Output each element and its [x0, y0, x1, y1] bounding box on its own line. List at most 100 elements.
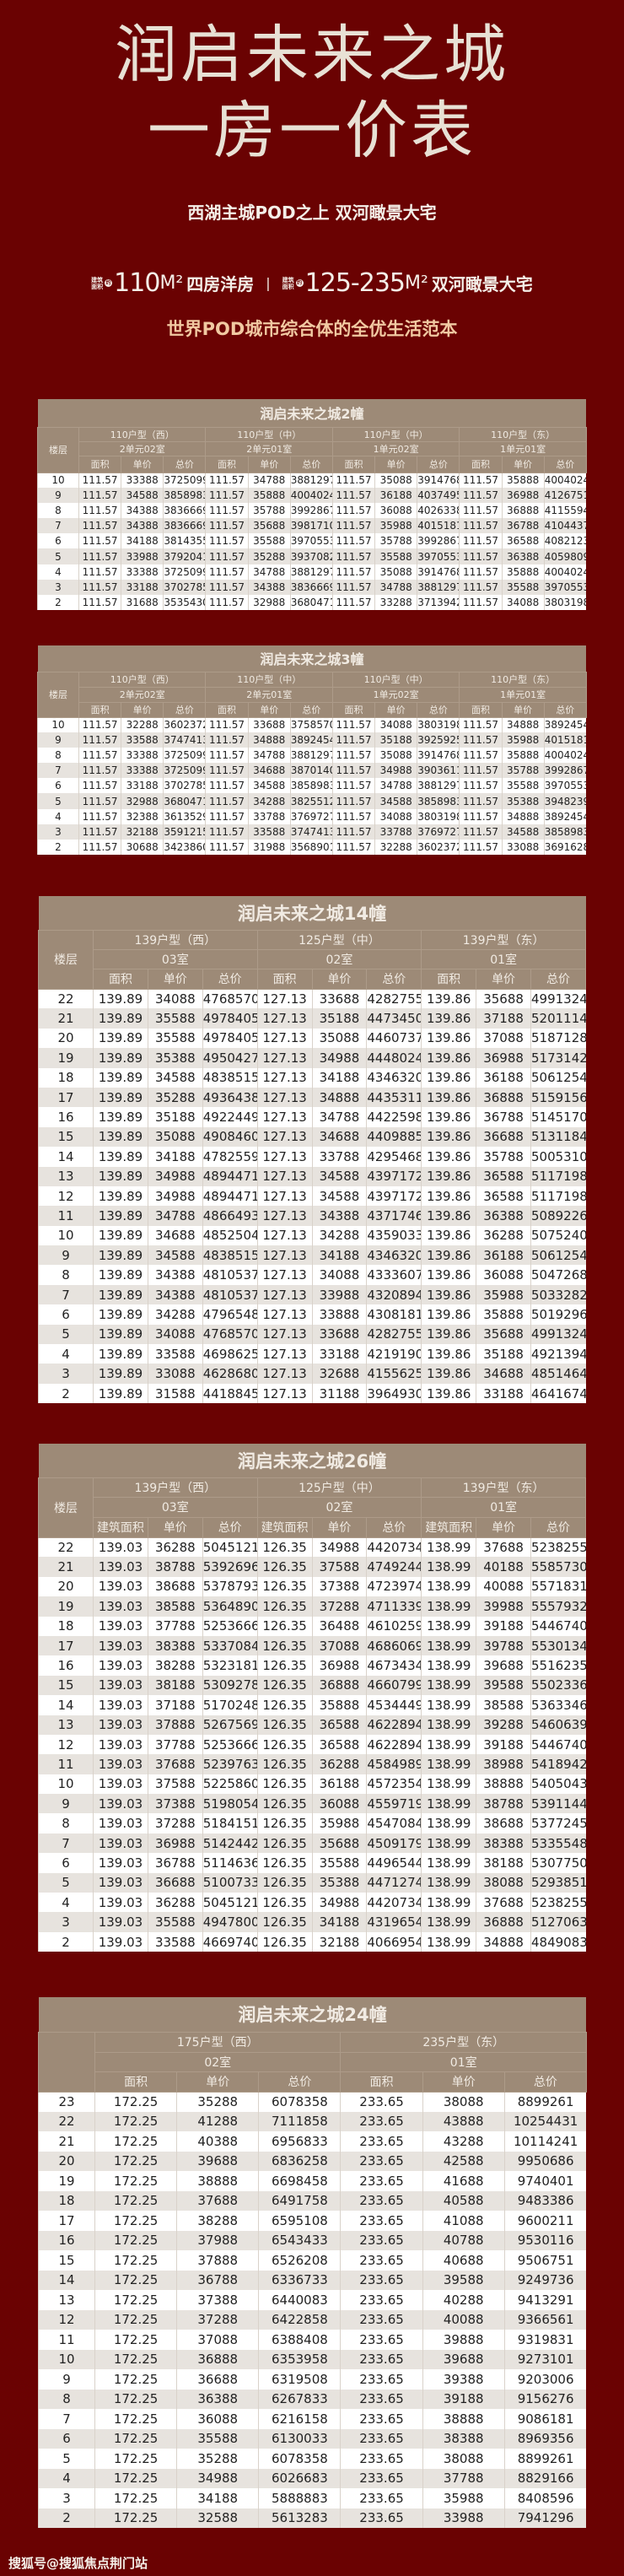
unit-price-cell: 33888 [311, 1304, 367, 1325]
unit-price-cell: 35888 [501, 473, 545, 489]
total-price-cell: 4723974 [366, 1576, 422, 1597]
table-row: 17 139.89 35288 4936438 127.13 34888 4435311 13… [38, 1087, 586, 1108]
floor-cell: 10 [38, 2349, 95, 2369]
unit-price-cell: 31988 [247, 839, 291, 855]
header-row-columns: 建筑面积 单价 总价 建筑面积 单价 总价 建筑面积 单价 总价 [39, 1516, 587, 1538]
total-price-cell: 6526208 [258, 2250, 341, 2271]
watermark: 搜狐号@搜狐焦点荆门站 [8, 2556, 148, 2571]
unit-price-cell: 35988 [476, 1284, 531, 1305]
total-price-cell: 3970553 [543, 579, 587, 595]
table-row: 2 111.57 30688 3423860 111.57 31988 3568901 111… [37, 839, 587, 855]
total-price-cell: 3602372 [163, 717, 206, 733]
total-price-header: 总价 [289, 701, 333, 718]
total-price-cell: 4059809 [543, 548, 587, 564]
table-row: 19 172.25 38888 6698458 233.65 41688 9740401 [38, 2171, 587, 2191]
area-cell: 139.03 [93, 1912, 148, 1932]
unit-price-cell: 35288 [176, 2449, 259, 2469]
area-cell: 138.99 [421, 1576, 476, 1597]
area-cell: 139.86 [421, 1304, 476, 1325]
unit-price-cell: 40588 [422, 2190, 505, 2211]
floor-cell: 8 [37, 503, 79, 519]
floor-cell: 19 [38, 2171, 95, 2191]
table-row: 16 139.89 35188 4922449 127.13 34788 4422598 13… [38, 1107, 586, 1127]
unit-price-cell: 35188 [374, 732, 417, 748]
total-price-cell: 4686069 [366, 1635, 422, 1656]
floor-cell: 23 [38, 2092, 95, 2112]
floor-cell: 4 [37, 564, 79, 580]
total-price-cell: 3769727 [417, 824, 460, 840]
unit-price-cell: 35088 [374, 473, 417, 489]
floor-cell: 3 [38, 1364, 94, 1384]
area-cell: 127.13 [256, 1147, 312, 1167]
total-price-cell: 4936438 [202, 1087, 258, 1108]
unit-price-cell: 37288 [176, 2309, 259, 2330]
area-cell: 111.57 [459, 808, 503, 824]
total-price-cell: 4004024 [543, 564, 587, 580]
unit-price-header: 单价 [147, 968, 203, 990]
floor-cell: 22 [38, 1537, 94, 1558]
unit-price-cell: 37088 [176, 2330, 259, 2350]
total-price-cell: 4015181 [543, 732, 587, 748]
unit-price-cell: 36988 [147, 1833, 203, 1854]
table-row: 22 139.03 36288 5045121 126.35 34988 4420734 13… [38, 1537, 586, 1558]
total-price-cell: 5047268 [530, 1265, 586, 1285]
unit-price-cell: 33088 [147, 1364, 203, 1384]
total-price-header: 总价 [417, 701, 460, 718]
total-price-cell: 7111858 [258, 2111, 341, 2131]
area-cell: 139.86 [421, 1284, 476, 1305]
unit-price-cell: 35588 [147, 1028, 203, 1049]
floor-header: 楼层 [38, 1477, 94, 1538]
area-cell: 111.57 [331, 748, 375, 764]
unit-price-cell: 36088 [176, 2409, 259, 2429]
room-header: 02室 [256, 1496, 422, 1518]
total-price-cell: 3803198 [543, 594, 587, 610]
unit-price-cell: 34788 [247, 564, 291, 580]
area-cell: 139.89 [93, 1087, 148, 1108]
floor-cell: 5 [38, 2449, 95, 2469]
unit-price-cell: 34988 [147, 1185, 203, 1207]
area-cell: 139.03 [93, 1794, 148, 1814]
total-price-cell: 4496544 [366, 1853, 422, 1873]
table-row: 3 172.25 34188 5888883 233.65 35988 8408596 [38, 2488, 587, 2508]
unit-price-cell: 35888 [501, 748, 545, 764]
total-price-cell: 5377245 [530, 1813, 586, 1833]
total-price-cell: 3814355 [163, 533, 206, 549]
unit-price-cell: 36888 [476, 1087, 531, 1108]
total-price-cell: 3691628 [543, 839, 587, 855]
total-price-cell: 5173142 [530, 1048, 586, 1068]
unit-price-cell: 38688 [476, 1813, 531, 1833]
unit-price-cell: 39688 [422, 2349, 505, 2369]
area-cell: 111.57 [459, 763, 503, 779]
total-price-cell: 4409885 [366, 1126, 422, 1148]
total-price-cell: 6491758 [258, 2190, 341, 2211]
table-row: 21 172.25 40388 6956833 233.65 43288 10114241 [38, 2131, 587, 2152]
spec-prefix: 建筑面积 [91, 276, 104, 290]
table-row: 2 111.57 31688 3535430 111.57 32988 3680471 111… [37, 594, 587, 610]
total-price-header: 总价 [366, 1516, 422, 1538]
unit-price-cell: 34688 [247, 763, 291, 779]
total-price-cell: 9203006 [503, 2369, 587, 2390]
total-price-cell: 4104437 [543, 518, 587, 534]
area-header: 面积 [331, 701, 376, 718]
area-cell: 127.13 [256, 1383, 312, 1404]
floor-cell: 14 [38, 1695, 94, 1715]
floor-cell: 19 [38, 1596, 94, 1617]
total-price-cell: 3925925 [417, 732, 460, 748]
total-price-cell: 3858983 [543, 824, 587, 840]
total-price-cell: 5117198 [530, 1185, 586, 1207]
unit-type-header: 139户型（东） [421, 929, 587, 950]
area-cell: 126.35 [256, 1774, 312, 1795]
unit-price-header: 单价 [247, 455, 291, 473]
unit-price-cell: 39788 [476, 1635, 531, 1656]
table-row: 18 139.89 34588 4838515 127.13 34188 4346320 13… [38, 1067, 586, 1088]
floor-cell: 3 [37, 579, 79, 595]
unit-price-header: 单价 [147, 1516, 203, 1538]
area-cell: 111.57 [331, 824, 375, 840]
area-cell: 139.86 [421, 1245, 476, 1266]
area-cell: 139.89 [93, 1028, 148, 1049]
total-price-cell: 4768570 [202, 1324, 258, 1345]
unit-price-cell: 34888 [247, 732, 291, 748]
unit-price-header: 单价 [422, 2071, 505, 2093]
total-price-cell: 9530116 [503, 2230, 587, 2250]
unit-price-cell: 34688 [476, 1364, 531, 1384]
